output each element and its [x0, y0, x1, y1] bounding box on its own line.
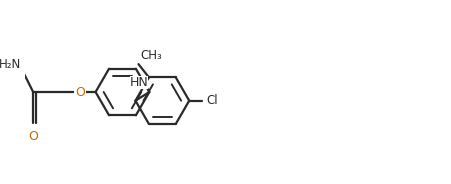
Text: HN: HN [129, 76, 148, 89]
Text: CH₃: CH₃ [140, 49, 161, 62]
Text: O: O [75, 86, 85, 98]
Text: O: O [28, 130, 38, 143]
Text: Cl: Cl [206, 94, 218, 107]
Text: H₂N: H₂N [0, 58, 21, 71]
